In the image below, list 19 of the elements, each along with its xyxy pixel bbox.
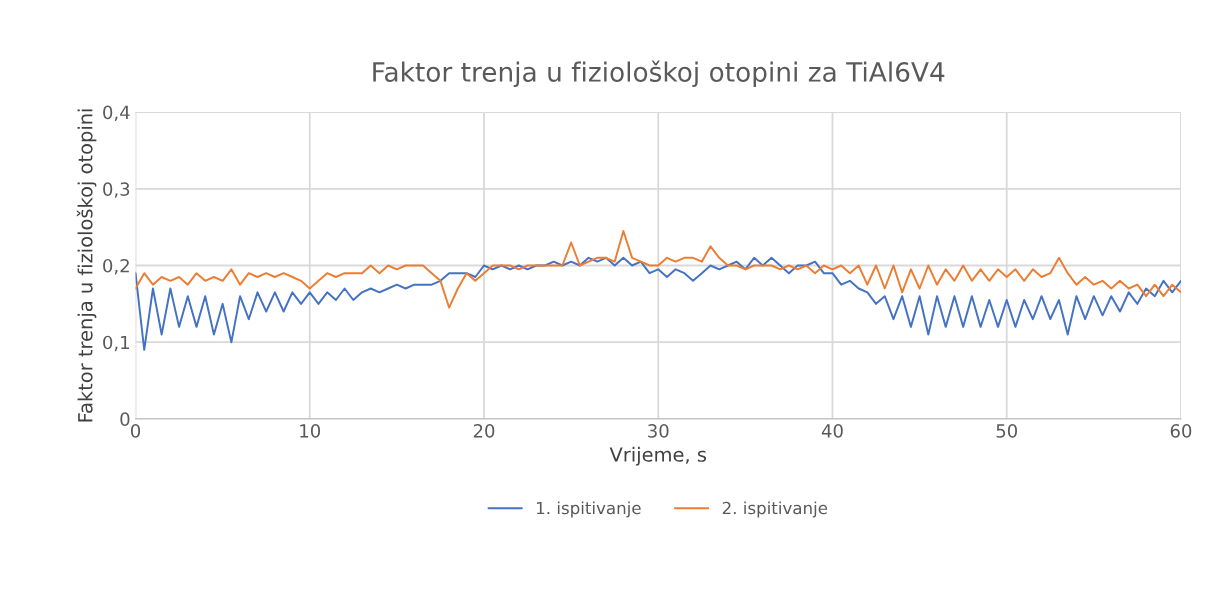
- legend-label: 2. ispitivanje: [722, 501, 828, 518]
- y-tick-label: 0,1: [103, 335, 129, 352]
- y-axis-title: Faktor trenja u fiziološkoj otopini: [76, 109, 97, 422]
- line-series: [135, 230, 1181, 309]
- y-tick-label: 0,4: [103, 105, 130, 122]
- x-axis-title: Vrijeme, s: [609, 446, 707, 466]
- x-tick-label: 40: [821, 424, 843, 438]
- legend-label: 1. ispitivanje: [536, 501, 641, 518]
- x-tick-label: 0: [130, 424, 141, 438]
- x-tick-label: 20: [473, 424, 495, 438]
- y-tick-label: 0: [120, 412, 130, 427]
- x-tick-label: 60: [1170, 424, 1192, 438]
- y-tick-label: 0,3: [103, 182, 130, 198]
- line-series: [135, 256, 1181, 351]
- y-tick-label: 0,2: [103, 258, 129, 275]
- chart-title: Faktor trenja u fiziološkoj otopini za TiAl6V4: [373, 60, 945, 88]
- x-tick-label: 30: [648, 424, 669, 438]
- x-tick-label: 50: [996, 424, 1018, 438]
- x-tick-label: 10: [300, 424, 321, 438]
